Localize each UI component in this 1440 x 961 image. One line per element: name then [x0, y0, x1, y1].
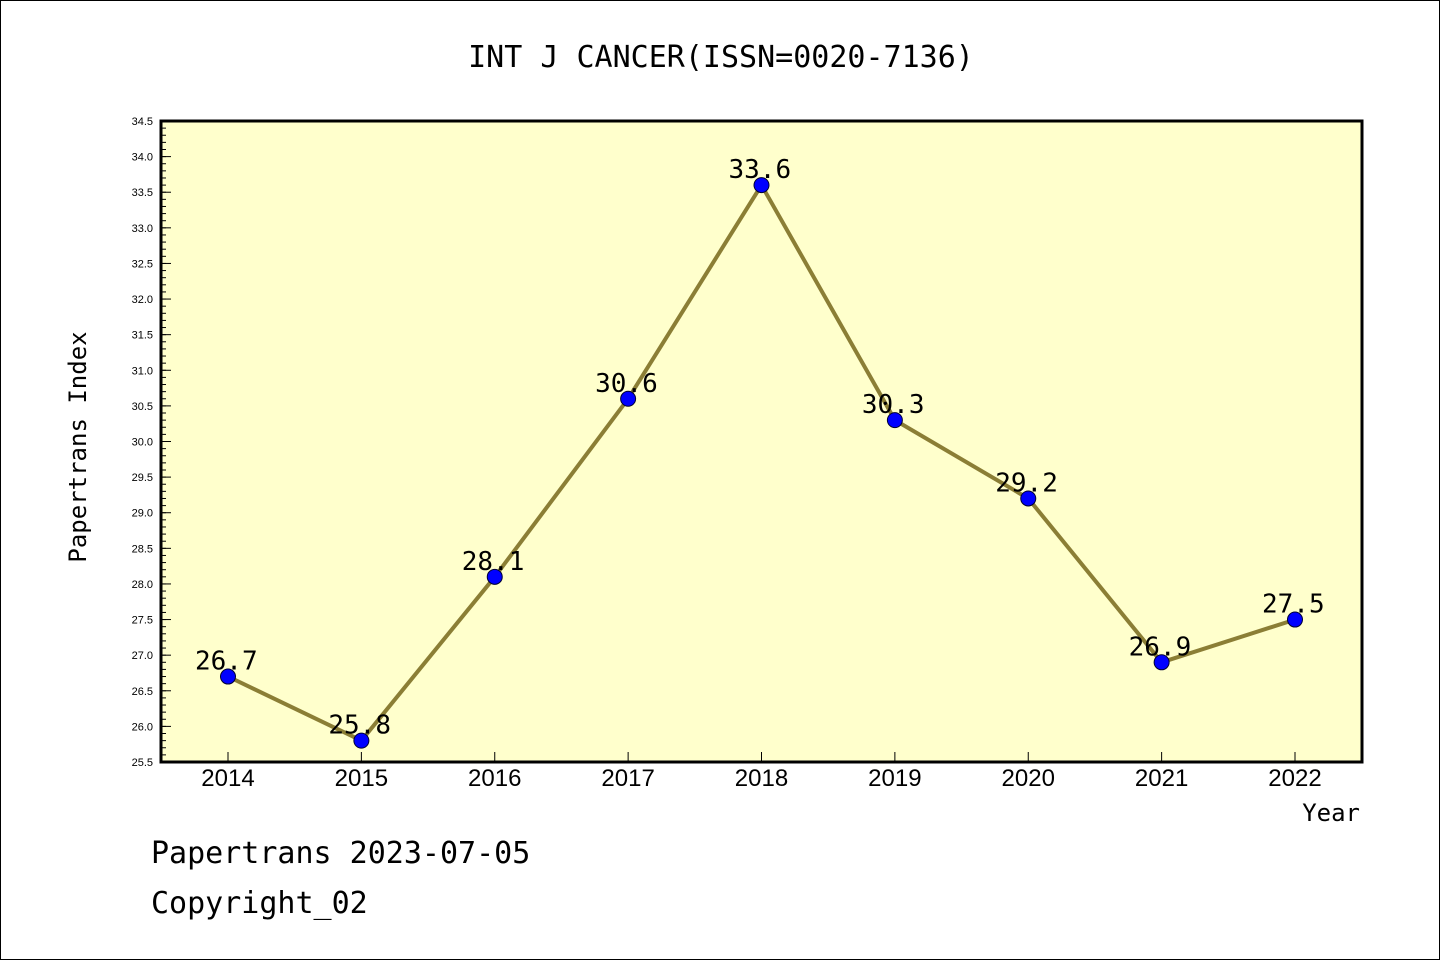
y-tick-label: 32.5 — [132, 258, 153, 270]
y-tick-label: 27.0 — [132, 650, 153, 662]
data-point — [1153, 654, 1170, 671]
y-tick-label: 30.5 — [132, 401, 153, 413]
y-tick-label: 25.5 — [132, 757, 153, 769]
data-point — [1020, 490, 1037, 507]
y-axis-title: Papertrans Index — [64, 331, 92, 562]
data-label: 26.9 — [1129, 632, 1192, 662]
data-point — [486, 568, 503, 585]
x-tick-labels: 2014 2015 2016 2017 2018 2019 2020 2021 2022 — [201, 765, 1321, 792]
y-tick-label: 30.0 — [132, 437, 153, 449]
y-tick-label: 34.5 — [132, 116, 153, 128]
data-label: 27.5 — [1262, 590, 1325, 620]
x-tick-label: 2020 — [1002, 765, 1055, 792]
y-tick-label: 33.5 — [132, 187, 153, 199]
data-point — [220, 668, 236, 685]
x-ticks — [227, 752, 1296, 762]
x-tick-label: 2019 — [868, 765, 921, 792]
chart-title: INT J CANCER(ISSN=0020-7136) — [468, 40, 974, 75]
plot-area — [161, 121, 1362, 762]
data-point — [886, 412, 903, 429]
data-label: 29.2 — [995, 468, 1058, 498]
data-point — [353, 732, 370, 749]
x-tick-label: 2016 — [468, 765, 521, 792]
y-tick-label: 28.5 — [132, 543, 153, 555]
x-tick-label: 2021 — [1135, 765, 1188, 792]
y-tick-label: 29.0 — [132, 508, 153, 520]
y-tick-label: 33.0 — [132, 223, 153, 235]
x-tick-label: 2014 — [201, 765, 254, 792]
y-tick-label: 28.0 — [132, 579, 153, 591]
y-tick-label: 31.5 — [132, 330, 153, 342]
plot-border — [159, 119, 1364, 764]
y-tick-labels: 25.5 26.0 26.5 27.0 27.5 28.0 28.5 29.0 29.5 30.0… — [132, 116, 153, 769]
data-markers — [220, 177, 1303, 749]
data-point — [1287, 611, 1303, 628]
data-label: 28.1 — [462, 547, 525, 577]
data-point — [620, 390, 637, 407]
x-tick-label: 2022 — [1268, 765, 1321, 792]
data-label: 30.3 — [862, 390, 925, 420]
y-tick-label: 26.5 — [132, 686, 153, 698]
footer-date: Papertrans 2023-07-05 — [151, 836, 531, 871]
y-tick-label: 31.0 — [132, 365, 153, 377]
x-tick-label: 2017 — [601, 765, 654, 792]
data-label: 30.6 — [595, 369, 658, 399]
x-tick-label: 2015 — [335, 765, 388, 792]
data-point — [753, 177, 770, 194]
y-tick-label: 27.5 — [132, 615, 153, 627]
data-label: 33.6 — [729, 155, 792, 185]
data-label: 25.8 — [328, 711, 391, 741]
data-labels: 26.7 25.8 28.1 30.6 33.6 30.3 29.2 26.9 27.5 — [195, 155, 1325, 741]
y-tick-label: 32.0 — [132, 294, 153, 306]
y-tick-label: 26.0 — [132, 721, 153, 733]
y-tick-label: 34.0 — [132, 152, 153, 164]
data-label: 26.7 — [195, 647, 258, 677]
y-tick-label: 29.5 — [132, 472, 153, 484]
x-tick-label: 2018 — [735, 765, 788, 792]
x-axis-title: Year — [1302, 799, 1360, 827]
footer-copyright: Copyright_02 — [151, 886, 368, 921]
